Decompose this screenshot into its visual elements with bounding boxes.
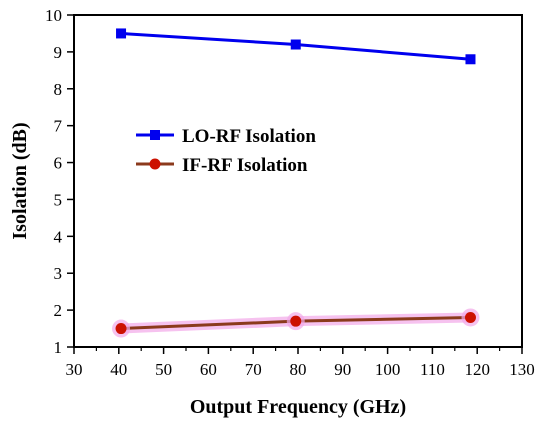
x-tick-label: 130 (509, 360, 535, 379)
x-tick-label: 90 (334, 360, 351, 379)
legend: LO-RF Isolation IF-RF Isolation (136, 126, 316, 176)
legend-marker (149, 158, 161, 170)
plot-frame (73, 14, 523, 348)
x-tick-label: 100 (375, 360, 401, 379)
x-axis-title: Output Frequency (GHz) (190, 396, 406, 418)
data-point (464, 311, 476, 323)
y-tick-label: 8 (54, 80, 63, 99)
x-tick-label: 120 (464, 360, 490, 379)
legend-label: IF-RF Isolation (182, 155, 308, 176)
data-point (290, 315, 302, 327)
legend-label: LO-RF Isolation (182, 126, 316, 147)
x-tick-label: 40 (110, 360, 127, 379)
y-tick-label: 7 (54, 117, 63, 136)
data-point (116, 28, 127, 39)
data-point (290, 39, 301, 50)
x-tick-label: 30 (66, 360, 83, 379)
y-tick-label: 9 (54, 43, 63, 62)
y-tick-label: 6 (54, 154, 63, 173)
y-tick-label: 1 (54, 338, 63, 357)
x-tick-label: 80 (290, 360, 307, 379)
y-tick-label: 3 (54, 264, 63, 283)
x-tick-label: 70 (245, 360, 262, 379)
y-tick-label: 10 (45, 6, 62, 25)
x-tick-label: 60 (200, 360, 217, 379)
data-point (115, 323, 127, 335)
y-tick-label: 2 (54, 301, 63, 320)
x-tick-label: 50 (155, 360, 172, 379)
x-tick-label: 110 (420, 360, 445, 379)
data-point (465, 54, 476, 65)
legend-marker (150, 130, 160, 140)
y-tick-label: 4 (54, 227, 63, 246)
axis-ticks: 30 40 50 60 70 80 90 100 110 120 130 1 2 3 4 5 6 7 8 9 10 (45, 6, 535, 379)
y-axis-title: Isolation (dB) (9, 122, 31, 239)
y-tick-label: 5 (54, 190, 63, 209)
series-layer (112, 28, 480, 338)
